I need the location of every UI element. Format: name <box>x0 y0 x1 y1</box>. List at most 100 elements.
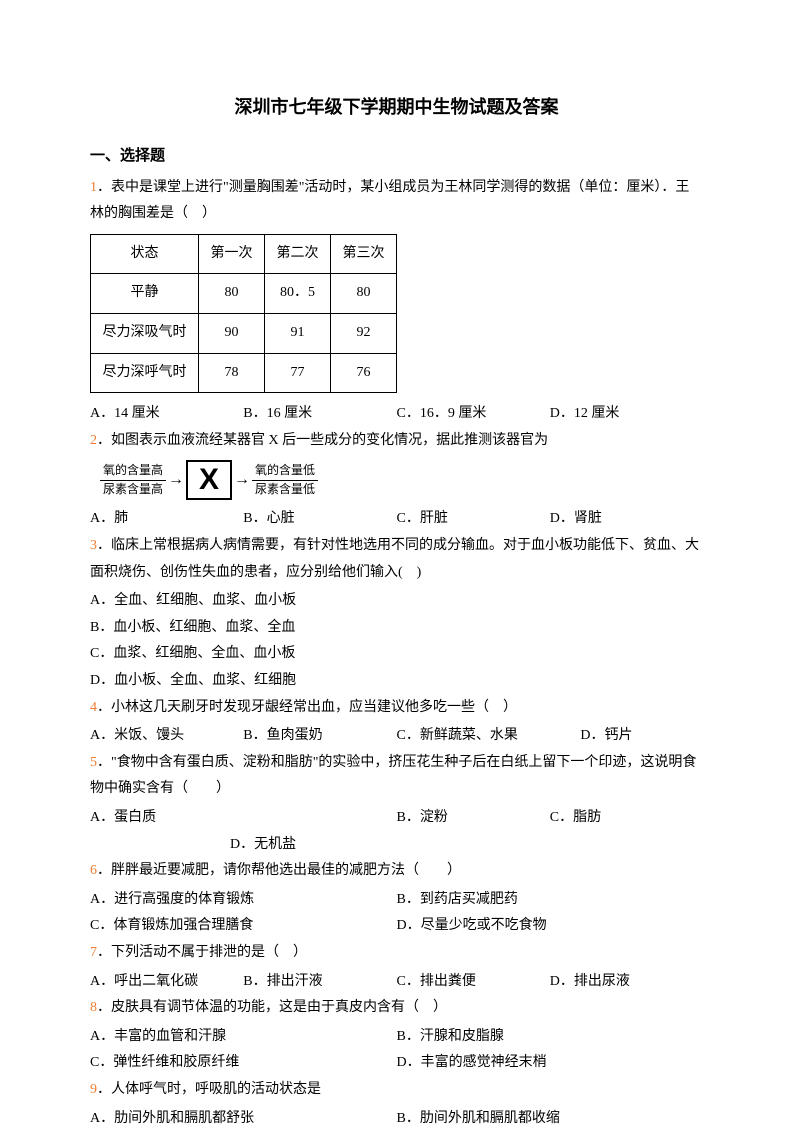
option: A．米饭、馒头 <box>90 723 243 750</box>
option: A．肺 <box>90 506 243 533</box>
option: B．排出汗液 <box>243 969 396 996</box>
option: C．体育锻炼加强合理膳食 <box>90 913 397 940</box>
option: B．淀粉 <box>397 805 550 832</box>
option: B．16 厘米 <box>243 401 396 428</box>
q8-options: A．丰富的血管和汗腺 B．汗腺和皮脂腺 C．弹性纤维和胶原纤维 D．丰富的感觉神… <box>90 1024 703 1077</box>
diagram-x-box: X <box>186 460 232 500</box>
arrow-icon: → <box>234 472 250 488</box>
table-row: 尽力深吸气时 90 91 92 <box>91 314 397 354</box>
question-8: 8．皮肤具有调节体温的功能，这是由于真皮内含有（ ） <box>90 995 703 1022</box>
q7-options: A．呼出二氧化碳 B．排出汗液 C．排出粪便 D．排出尿液 <box>90 969 703 996</box>
td: 78 <box>199 353 265 393</box>
td: 平静 <box>91 274 199 314</box>
q2-options: A．肺 B．心脏 C．肝脏 D．肾脏 <box>90 506 703 533</box>
option: C．脂肪 <box>550 805 703 832</box>
table-row: 尽力深呼气时 78 77 76 <box>91 353 397 393</box>
option: A．肋间外肌和膈肌都舒张 <box>90 1106 397 1132</box>
q1-table: 状态 第一次 第二次 第三次 平静 80 80．5 80 尽力深吸气时 90 9… <box>90 234 397 393</box>
qtext: ．皮肤具有调节体温的功能，这是由于真皮内含有（ ） <box>97 1000 447 1015</box>
qtext: ．如图表示血液流经某器官 X 后一些成分的变化情况，据此推测该器官为 <box>97 433 548 448</box>
td: 92 <box>331 314 397 354</box>
th: 第二次 <box>265 234 331 274</box>
option: A．蛋白质 <box>90 805 397 832</box>
diagram-right: 氧的含量低 尿素含量低 <box>252 462 318 498</box>
option: C．肝脏 <box>397 506 550 533</box>
qtext: ．胖胖最近要减肥，请你帮他选出最佳的减肥方法（ ） <box>97 863 461 878</box>
option: B．鱼肉蛋奶 <box>243 723 396 750</box>
option: D．12 厘米 <box>550 401 703 428</box>
option: A．14 厘米 <box>90 401 243 428</box>
qtext: ．小林这几天刷牙时发现牙龈经常出血，应当建议他多吃一些（ ） <box>97 700 517 715</box>
qnum: 7 <box>90 945 97 960</box>
td: 76 <box>331 353 397 393</box>
option: D．排出尿液 <box>550 969 703 996</box>
option: D．尽量少吃或不吃食物 <box>397 913 704 940</box>
option: A．进行高强度的体育锻炼 <box>90 887 397 914</box>
option: B．肋间外肌和膈肌都收缩 <box>397 1106 704 1132</box>
td: 尽力深呼气时 <box>91 353 199 393</box>
section-header: 一、选择题 <box>90 142 703 171</box>
page-title: 深圳市七年级下学期期中生物试题及答案 <box>90 90 703 124</box>
q1-options: A．14 厘米 B．16 厘米 C．16．9 厘米 D．12 厘米 <box>90 401 703 428</box>
td: 80 <box>331 274 397 314</box>
option: C．新鲜蔬菜、水果 <box>397 723 581 750</box>
q9-options: A．肋间外肌和膈肌都舒张 B．肋间外肌和膈肌都收缩 <box>90 1106 703 1132</box>
option: C．弹性纤维和胶原纤维 <box>90 1050 397 1077</box>
td: 80．5 <box>265 274 331 314</box>
qnum: 3 <box>90 538 97 553</box>
option: B．心脏 <box>243 506 396 533</box>
arrow-icon: → <box>168 472 184 488</box>
question-7: 7．下列活动不属于排泄的是（ ） <box>90 940 703 967</box>
td: 90 <box>199 314 265 354</box>
option: D．丰富的感觉神经末梢 <box>397 1050 704 1077</box>
qnum: 5 <box>90 755 97 770</box>
th: 第三次 <box>331 234 397 274</box>
qnum: 2 <box>90 433 97 448</box>
option: D．血小板、全血、血浆、红细胞 <box>90 668 703 695</box>
option: B．汗腺和皮脂腺 <box>397 1024 704 1051</box>
question-9: 9．人体呼气时，呼吸肌的活动状态是 <box>90 1077 703 1104</box>
q3-options: A．全血、红细胞、血浆、血小板 B．血小板、红细胞、血浆、全血 C．血浆、红细胞… <box>90 588 703 694</box>
qtext: ．临床上常根据病人病情需要，有针对性地选用不同的成分输血。对于血小板功能低下、贫… <box>90 538 699 580</box>
diag-label: 尿素含量低 <box>252 481 318 499</box>
diag-label: 氧的含量低 <box>252 462 318 481</box>
option: C．血浆、红细胞、全血、血小板 <box>90 641 703 668</box>
qtext: ．人体呼气时，呼吸肌的活动状态是 <box>97 1082 321 1097</box>
option: B．血小板、红细胞、血浆、全血 <box>90 615 703 642</box>
option: A．全血、红细胞、血浆、血小板 <box>90 588 703 615</box>
qnum: 9 <box>90 1082 97 1097</box>
qnum: 6 <box>90 863 97 878</box>
option: D．肾脏 <box>550 506 703 533</box>
td: 77 <box>265 353 331 393</box>
th: 第一次 <box>199 234 265 274</box>
table-row: 平静 80 80．5 80 <box>91 274 397 314</box>
td: 91 <box>265 314 331 354</box>
question-6: 6．胖胖最近要减肥，请你帮他选出最佳的减肥方法（ ） <box>90 858 703 885</box>
option: D．无机盐 <box>90 832 703 859</box>
option: D．钙片 <box>580 723 703 750</box>
question-3: 3．临床上常根据病人病情需要，有针对性地选用不同的成分输血。对于血小板功能低下、… <box>90 533 703 586</box>
td: 尽力深吸气时 <box>91 314 199 354</box>
qnum: 4 <box>90 700 97 715</box>
diag-label: 氧的含量高 <box>100 462 166 481</box>
diagram-left: 氧的含量高 尿素含量高 <box>100 462 166 498</box>
qtext: ．下列活动不属于排泄的是（ ） <box>97 945 307 960</box>
option: C．16．9 厘米 <box>397 401 550 428</box>
qnum: 1 <box>90 180 97 195</box>
question-4: 4．小林这几天刷牙时发现牙龈经常出血，应当建议他多吃一些（ ） <box>90 695 703 722</box>
option: A．丰富的血管和汗腺 <box>90 1024 397 1051</box>
qtext: ．表中是课堂上进行"测量胸围差"活动时，某小组成员为王林同学测得的数据（单位：厘… <box>90 180 689 222</box>
table-row: 状态 第一次 第二次 第三次 <box>91 234 397 274</box>
option: C．排出粪便 <box>397 969 550 996</box>
option: B．到药店买减肥药 <box>397 887 704 914</box>
q2-diagram: 氧的含量高 尿素含量高 → X → 氧的含量低 尿素含量低 <box>100 460 703 500</box>
option: A．呼出二氧化碳 <box>90 969 243 996</box>
question-5: 5．"食物中含有蛋白质、淀粉和脂肪"的实验中，挤压花生种子后在白纸上留下一个印迹… <box>90 750 703 803</box>
question-1: 1．表中是课堂上进行"测量胸围差"活动时，某小组成员为王林同学测得的数据（单位：… <box>90 175 703 228</box>
qnum: 8 <box>90 1000 97 1015</box>
q5-options: A．蛋白质 B．淀粉 C．脂肪 D．无机盐 <box>90 805 703 858</box>
q6-options: A．进行高强度的体育锻炼 B．到药店买减肥药 C．体育锻炼加强合理膳食 D．尽量… <box>90 887 703 940</box>
diag-label: 尿素含量高 <box>100 481 166 499</box>
q4-options: A．米饭、馒头 B．鱼肉蛋奶 C．新鲜蔬菜、水果 D．钙片 <box>90 723 703 750</box>
td: 80 <box>199 274 265 314</box>
